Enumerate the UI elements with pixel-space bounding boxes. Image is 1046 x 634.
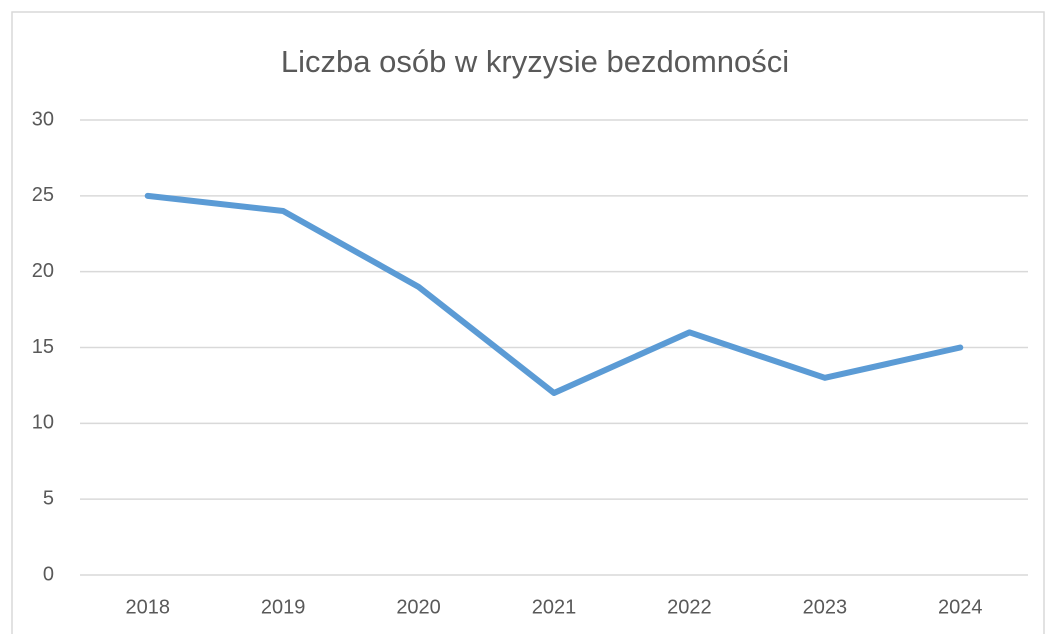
data-line xyxy=(144,192,964,396)
y-tick-label: 0 xyxy=(43,563,54,585)
y-tick-label: 20 xyxy=(32,260,54,282)
x-tick-label: 2018 xyxy=(125,596,170,618)
y-tick-label: 5 xyxy=(43,487,54,509)
x-tick-label: 2019 xyxy=(261,596,306,618)
x-tick-label: 2023 xyxy=(803,596,848,618)
x-tick-label: 2022 xyxy=(667,596,712,618)
y-tick-label: 25 xyxy=(32,184,54,206)
chart-title: Liczba osób w kryzysie bezdomności xyxy=(281,44,789,79)
y-tick-label: 15 xyxy=(32,336,54,358)
x-tick-label: 2024 xyxy=(938,596,983,618)
y-tick-label: 30 xyxy=(32,108,54,130)
y-tick-label: 10 xyxy=(32,412,54,434)
chart-border xyxy=(11,11,1045,634)
x-tick-label: 2021 xyxy=(532,596,577,618)
x-tick-label: 2020 xyxy=(396,596,441,618)
